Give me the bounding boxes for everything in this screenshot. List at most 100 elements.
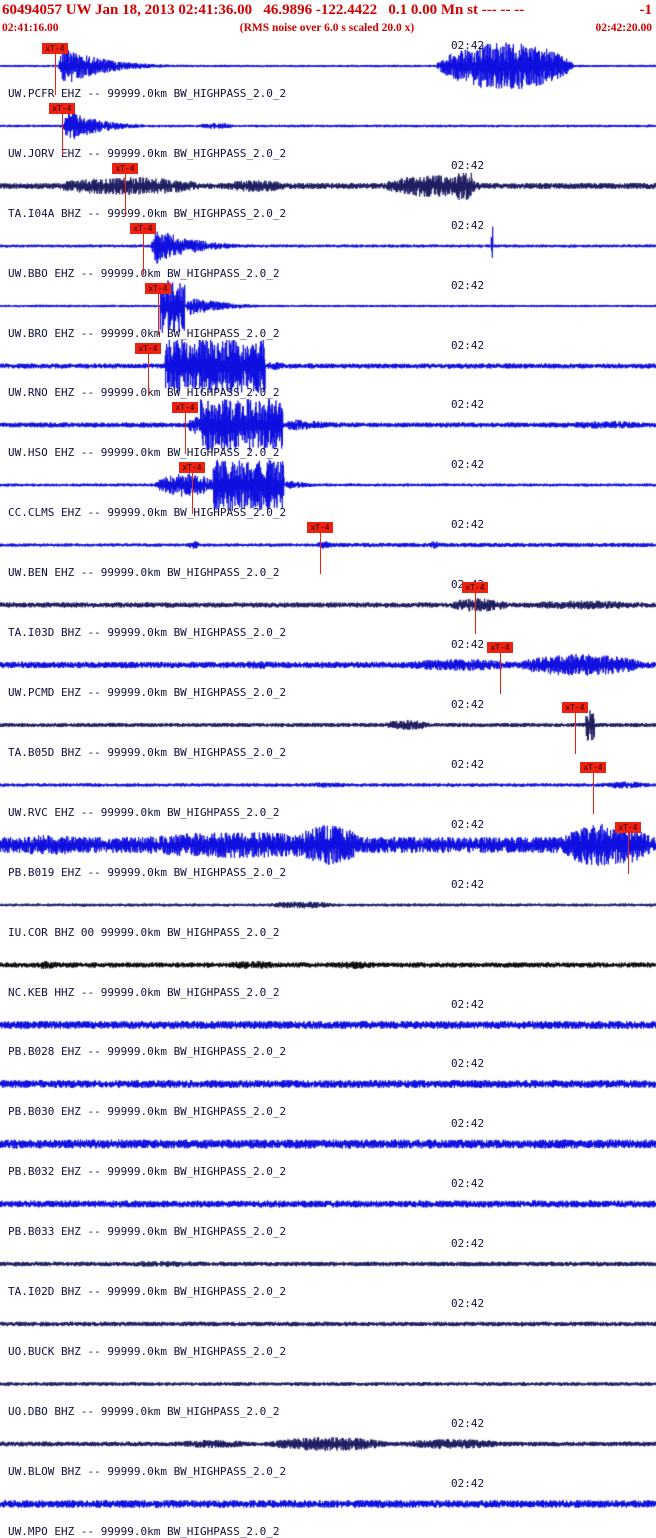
waveform[interactable] bbox=[0, 1238, 656, 1299]
waveform[interactable] bbox=[0, 1178, 656, 1239]
time-tick-label: 02:42 bbox=[451, 698, 485, 711]
phase-pick-flag[interactable]: xT-4 bbox=[112, 162, 138, 174]
time-tick-label: 02:42 bbox=[451, 1417, 485, 1430]
trace-row[interactable]: UO.DBO BHZ -- 99999.0km BW_HIGHPASS_2.0_… bbox=[0, 1357, 656, 1418]
trace-row[interactable]: xT-4 UW.JORV EHZ -- 99999.0km BW_HIGHPASS… bbox=[0, 99, 656, 160]
phase-pick-line[interactable] bbox=[148, 352, 149, 395]
trace-list: 02:42 xT-4 UW.PCFR EHZ -- 99999.0km BW_HIG… bbox=[0, 40, 656, 1538]
waveform[interactable] bbox=[0, 1298, 656, 1358]
trace-row[interactable]: 02:42 xT-4 TA.I04A BHZ -- 99999.0km BW_HIG… bbox=[0, 159, 656, 220]
time-tick-label: 02:42 bbox=[451, 40, 485, 52]
time-tick-label: 02:42 bbox=[451, 1238, 485, 1251]
phase-pick-line[interactable] bbox=[185, 412, 186, 455]
waveform[interactable] bbox=[0, 878, 656, 939]
waveform[interactable] bbox=[0, 1477, 656, 1538]
trace-row[interactable]: 02:42 xT-4 UW.PCMD EHZ -- 99999.0km BW_HIG… bbox=[0, 639, 656, 699]
event-flag-value: -1 bbox=[639, 2, 653, 18]
window-start-time: 02:41:16.00 bbox=[2, 22, 59, 34]
trace-row[interactable]: 02:42 xT-4 PB.B019 EHZ -- 99999.0km BW_HIG… bbox=[0, 818, 656, 879]
phase-pick-line[interactable] bbox=[500, 652, 501, 695]
phase-pick-line[interactable] bbox=[475, 592, 476, 635]
trace-row[interactable]: 02:42 xT-4 UW.BBO EHZ -- 99999.0km BW_HIGH… bbox=[0, 219, 656, 280]
time-tick-label: 02:42 bbox=[451, 279, 485, 292]
rms-scaling-note: (RMS noise over 6.0 s scaled 20.0 x) bbox=[239, 22, 415, 34]
phase-pick-line[interactable] bbox=[593, 771, 594, 814]
waveform[interactable] bbox=[0, 938, 656, 999]
waveform[interactable] bbox=[0, 40, 656, 100]
trace-row[interactable]: 02:42 UW.BLOW BHZ -- 99999.0km BW_HIGHPAS… bbox=[0, 1417, 656, 1478]
trace-row[interactable]: 02:42 xT-4 UW.PCFR EHZ -- 99999.0km BW_HIG… bbox=[0, 40, 656, 100]
trace-row[interactable]: 02:42 TA.I02D BHZ -- 99999.0km BW_HIGHPAS… bbox=[0, 1238, 656, 1299]
waveform[interactable] bbox=[0, 279, 656, 340]
waveform[interactable] bbox=[0, 818, 656, 879]
phase-pick-flag[interactable]: xT-4 bbox=[49, 102, 75, 114]
waveform[interactable] bbox=[0, 219, 656, 280]
phase-pick-flag[interactable]: xT-4 bbox=[172, 402, 198, 414]
waveform[interactable] bbox=[0, 758, 656, 819]
phase-pick-line[interactable] bbox=[320, 532, 321, 575]
phase-pick-flag[interactable]: xT-4 bbox=[130, 222, 156, 234]
trace-row[interactable]: 02:42 xT-4 UW.BRO EHZ -- 99999.0km BW_HIGH… bbox=[0, 279, 656, 340]
phase-pick-line[interactable] bbox=[62, 112, 63, 155]
waveform[interactable] bbox=[0, 639, 656, 699]
trace-row[interactable]: 02:42 UO.BUCK BHZ -- 99999.0km BW_HIGHPAS… bbox=[0, 1298, 656, 1358]
phase-pick-flag[interactable]: xT-4 bbox=[135, 342, 161, 354]
phase-pick-flag[interactable]: xT-4 bbox=[145, 282, 171, 294]
window-end-time: 02:42:20.00 bbox=[595, 22, 652, 34]
waveform[interactable] bbox=[0, 698, 656, 759]
waveform[interactable] bbox=[0, 579, 656, 640]
phase-pick-line[interactable] bbox=[55, 53, 56, 95]
time-tick-label: 02:42 bbox=[451, 159, 485, 172]
phase-pick-flag[interactable]: xT-4 bbox=[580, 761, 606, 773]
phase-pick-line[interactable] bbox=[575, 711, 576, 754]
time-tick-label: 02:42 bbox=[451, 1477, 485, 1490]
phase-pick-flag[interactable]: xT-4 bbox=[615, 821, 641, 833]
phase-pick-line[interactable] bbox=[192, 472, 193, 515]
time-tick-label: 02:42 bbox=[451, 519, 485, 532]
trace-row[interactable]: 02:42 xT-4 UW.BEN EHZ -- 99999.0km BW_HIGH… bbox=[0, 519, 656, 580]
time-tick-label: 02:42 bbox=[451, 1178, 485, 1191]
trace-row[interactable]: 02:42 PB.B028 EHZ -- 99999.0km BW_HIGHPAS… bbox=[0, 998, 656, 1059]
trace-row[interactable]: NC.KEB HHZ -- 99999.0km BW_HIGHPASS_2.0_… bbox=[0, 938, 656, 999]
time-tick-label: 02:42 bbox=[451, 878, 485, 891]
trace-row[interactable]: 02:42 xT-4 CC.CLMS EHZ -- 99999.0km BW_HIG… bbox=[0, 459, 656, 520]
waveform[interactable] bbox=[0, 1357, 656, 1418]
phase-pick-flag[interactable]: xT-4 bbox=[487, 642, 513, 654]
phase-pick-line[interactable] bbox=[125, 172, 126, 215]
phase-pick-flag[interactable]: xT-4 bbox=[179, 462, 205, 474]
trace-row[interactable]: 02:42 PB.B033 EHZ -- 99999.0km BW_HIGHPAS… bbox=[0, 1178, 656, 1239]
waveform[interactable] bbox=[0, 99, 656, 160]
trace-row[interactable]: 02:42 xT-4 UW.HSO EHZ -- 99999.0km BW_HIGH… bbox=[0, 399, 656, 460]
phase-pick-flag[interactable]: xT-4 bbox=[562, 701, 588, 713]
waveform[interactable] bbox=[0, 1058, 656, 1119]
phase-pick-flag[interactable]: xT-4 bbox=[307, 522, 333, 534]
waveform[interactable] bbox=[0, 459, 656, 520]
trace-row[interactable]: 02:42 UW.MPO EHZ -- 99999.0km BW_HIGHPASS… bbox=[0, 1477, 656, 1538]
event-summary: 60494057 UW Jan 18, 2013 02:41:36.00 46.… bbox=[2, 2, 525, 18]
waveform[interactable] bbox=[0, 1417, 656, 1478]
time-tick-label: 02:42 bbox=[451, 758, 485, 771]
waveform[interactable] bbox=[0, 399, 656, 460]
waveform[interactable] bbox=[0, 159, 656, 220]
phase-pick-flag[interactable]: xT-4 bbox=[462, 582, 488, 594]
phase-pick-line[interactable] bbox=[143, 232, 144, 275]
time-tick-label: 02:42 bbox=[451, 998, 485, 1011]
time-tick-label: 02:42 bbox=[451, 1298, 485, 1311]
trace-row[interactable]: 02:42 PB.B032 EHZ -- 99999.0km BW_HIGHPAS… bbox=[0, 1118, 656, 1179]
phase-pick-line[interactable] bbox=[158, 292, 159, 335]
trace-row[interactable]: 02:42 PB.B030 EHZ -- 99999.0km BW_HIGHPAS… bbox=[0, 1058, 656, 1119]
phase-pick-flag[interactable]: xT-4 bbox=[42, 43, 68, 54]
waveform[interactable] bbox=[0, 1118, 656, 1179]
trace-row[interactable]: 02:42 xT-4 UW.RNO EHZ -- 99999.0km BW_HIGH… bbox=[0, 339, 656, 400]
waveform[interactable] bbox=[0, 339, 656, 400]
phase-pick-line[interactable] bbox=[628, 831, 629, 874]
trace-row[interactable]: 02:42 xT-4 TA.B05D BHZ -- 99999.0km BW_HIG… bbox=[0, 698, 656, 759]
waveform[interactable] bbox=[0, 998, 656, 1059]
trace-row[interactable]: 02:42 xT-4 UW.RVC EHZ -- 99999.0km BW_HIGH… bbox=[0, 758, 656, 819]
time-tick-label: 02:42 bbox=[451, 639, 485, 652]
time-tick-label: 02:42 bbox=[451, 1118, 485, 1131]
trace-row[interactable]: 02:42 IU.COR BHZ 00 99999.0km BW_HIGHPASS… bbox=[0, 878, 656, 939]
time-tick-label: 02:42 bbox=[451, 818, 485, 831]
